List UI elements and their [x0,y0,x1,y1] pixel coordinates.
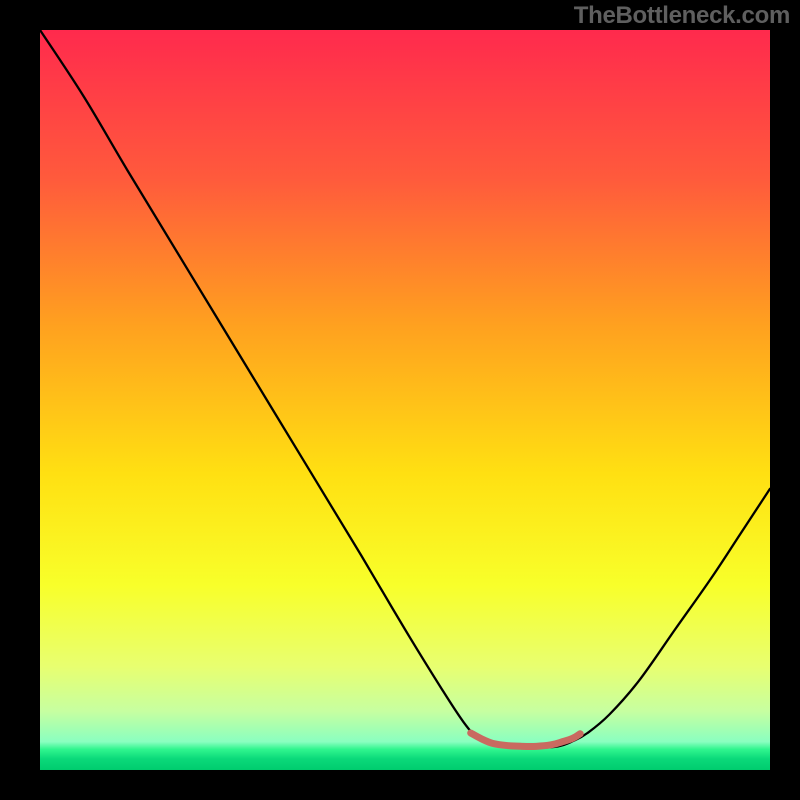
chart-container: TheBottleneck.com [0,0,800,800]
plot-gradient-fill [40,30,770,770]
chart-svg [0,0,800,800]
watermark-text: TheBottleneck.com [574,2,790,30]
